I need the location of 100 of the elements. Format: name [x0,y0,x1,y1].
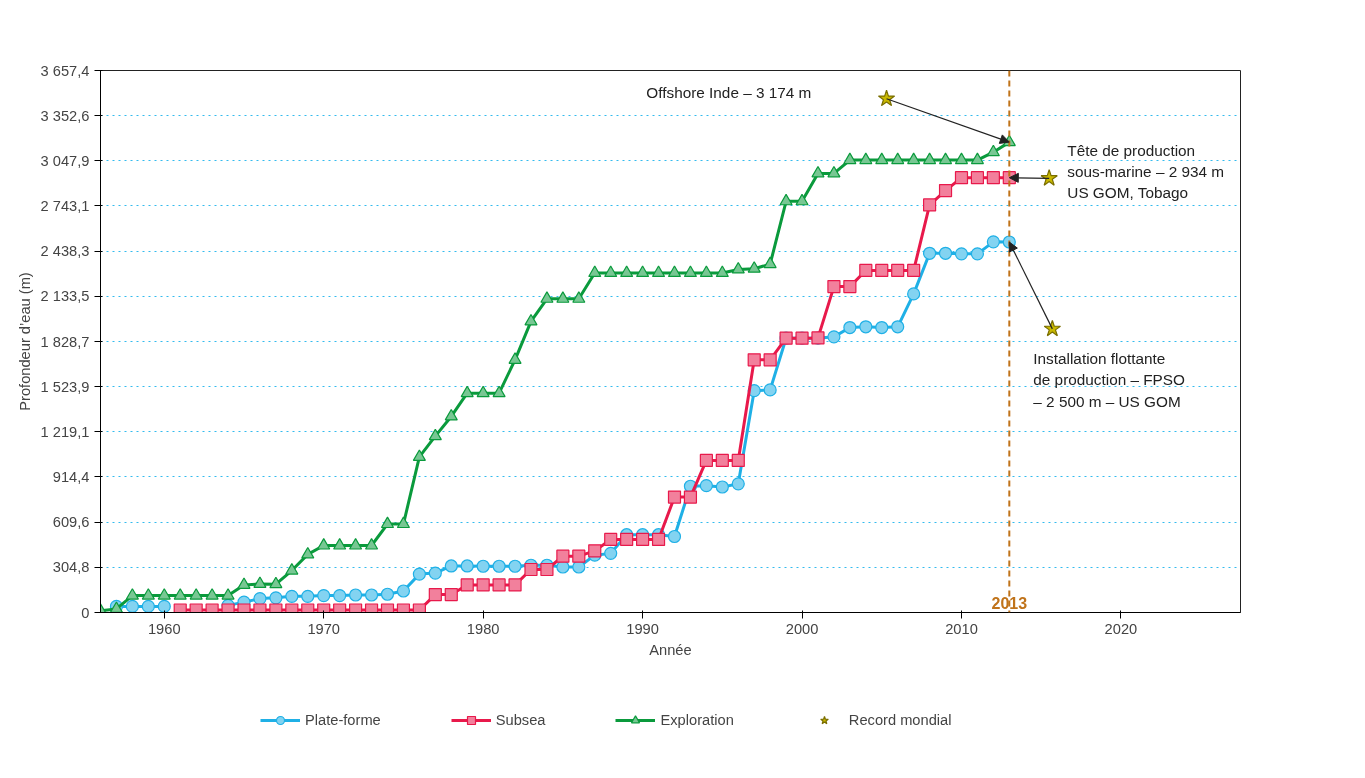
y-tick-label: 1 523,9 [40,378,90,395]
point [875,263,889,278]
point [269,603,283,613]
point [651,532,666,547]
point [922,246,937,260]
annotation: Installation flottante de production – FPSO – 2 500 m – US GOM [1033,350,1186,410]
point [173,603,187,613]
point [285,589,299,603]
point [269,591,283,605]
point [667,490,682,504]
point [699,479,713,493]
point [651,265,666,278]
point [986,171,1000,185]
point [683,265,698,278]
point [444,587,458,602]
point [954,247,969,261]
y-tick-label: 1 828,7 [40,333,90,350]
point [938,184,953,198]
point [556,291,570,303]
y-axis-title: Profondeur d’eau (m) [16,272,33,411]
y-tick-label: 914,4 [52,468,90,485]
point [699,265,713,278]
legend-label: Subsea [495,712,546,728]
point [1043,319,1062,337]
y-tick-label: 2 133,5 [40,288,90,305]
point [285,603,299,613]
point [380,516,395,529]
point [492,578,506,592]
point [891,152,905,165]
point [540,562,554,577]
point [444,408,458,421]
y-tick-label: 2 438,3 [40,243,90,260]
point [540,291,554,303]
x-tick-label: 1980 [466,620,500,637]
point [460,385,474,398]
legend-label: Plate-forme [305,712,381,728]
point [715,480,729,494]
point [859,320,873,334]
point [763,256,777,269]
point [588,544,602,558]
point [877,89,896,107]
x-tick-label: 1960 [147,620,181,637]
point [891,320,905,334]
point [747,353,761,367]
y-tick-label: 3 047,9 [40,152,90,169]
point [572,549,586,563]
point [891,263,905,278]
point [428,428,442,441]
x-tick-label: 1970 [307,620,341,637]
point [333,603,347,613]
point [731,261,745,274]
point [253,576,267,588]
y-tick-label: 304,8 [52,559,90,576]
point [189,603,203,613]
point [811,165,825,178]
point [667,265,682,278]
point [301,589,315,603]
point [508,559,522,573]
point [412,567,426,581]
point [237,603,251,613]
point [875,152,889,165]
point [285,563,299,575]
point [349,603,363,613]
point [141,588,155,600]
point [970,247,985,261]
point [907,287,921,301]
point [428,587,442,602]
point [763,353,777,367]
point [954,171,969,185]
point [125,599,139,613]
point [444,559,458,573]
point [141,599,155,613]
point [731,477,745,491]
point [476,578,490,592]
point [699,453,713,468]
point [508,578,522,592]
point [317,589,331,603]
point [1040,169,1058,186]
point [412,449,426,461]
point [476,385,490,398]
point [795,193,809,206]
point [460,559,474,573]
point [476,559,490,573]
point [333,589,347,603]
point [269,576,283,589]
point [364,537,379,550]
point [715,265,729,278]
point [970,171,985,185]
point [763,383,777,397]
point [986,235,1000,249]
point [907,263,921,278]
point [572,291,586,303]
point [588,265,602,278]
y-tick-label: 3 657,4 [40,62,90,79]
point [349,588,363,602]
point [492,559,506,573]
y-tick-label: 609,6 [52,514,90,531]
annotation: Offshore Inde – 3 174 m [646,84,812,102]
point [157,588,171,600]
y-tick-label: 3 352,6 [40,107,90,124]
